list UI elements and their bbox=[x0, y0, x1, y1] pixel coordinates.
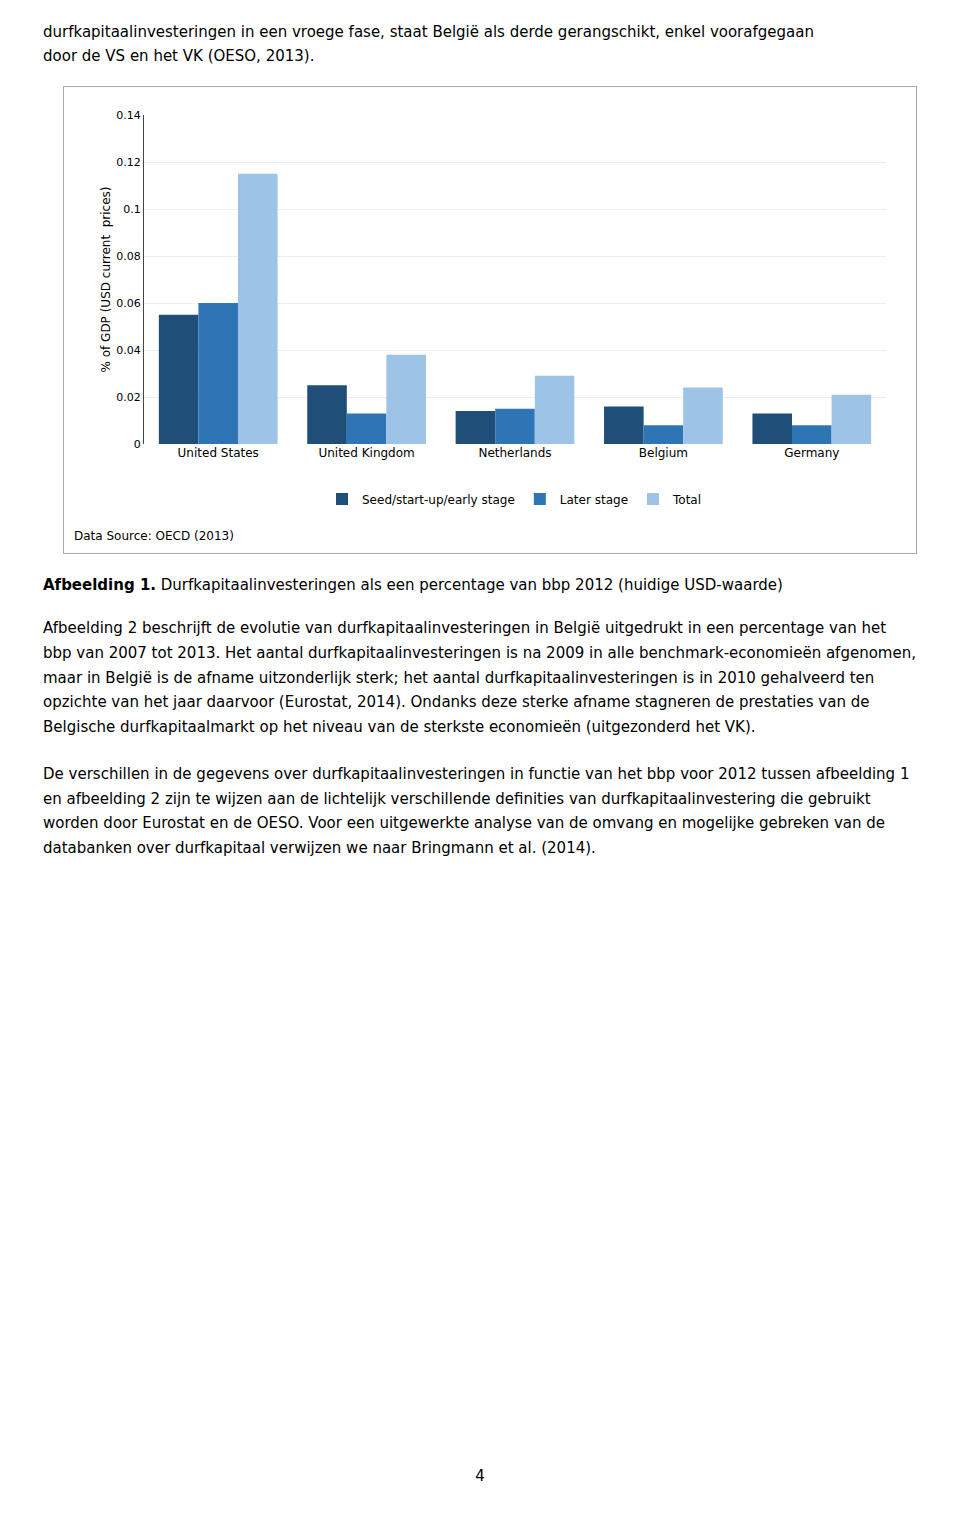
svg-text:0.08: 0.08 bbox=[116, 250, 141, 263]
svg-text:0.06: 0.06 bbox=[116, 297, 141, 310]
svg-text:Later stage: Later stage bbox=[560, 493, 628, 507]
svg-text:Netherlands: Netherlands bbox=[478, 446, 551, 460]
html-text:Data Source: OECD (2013): Data Source: OECD (2013) bbox=[74, 529, 234, 543]
svg-text:0.12: 0.12 bbox=[116, 156, 141, 169]
svg-text:Seed/start-up/early stage: Seed/start-up/early stage bbox=[362, 493, 515, 507]
svg-text:0.14: 0.14 bbox=[116, 109, 141, 122]
svg-text:Belgium: Belgium bbox=[639, 446, 688, 460]
svg-text:0.04: 0.04 bbox=[116, 344, 141, 357]
html-text:Afbeelding 1. Durfkapitaalinve: Afbeelding 1. Durfkapitaalinvesteringen … bbox=[43, 576, 783, 594]
svg-text:United States: United States bbox=[178, 446, 259, 460]
svg-text:% of GDP (USD current prices): % of GDP (USD current prices) bbox=[99, 186, 113, 372]
html-text:Afbeelding 2 beschrijft de evo: Afbeelding 2 beschrijft de evolutie van … bbox=[43, 619, 916, 736]
html-text:De verschillen in de gegevens: De verschillen in de gegevens over durfk… bbox=[43, 764, 910, 857]
html-text:4: 4 bbox=[475, 1467, 485, 1485]
svg-text:0.1: 0.1 bbox=[123, 203, 141, 216]
svg-text:Total: Total bbox=[672, 493, 701, 507]
svg-text:0.02: 0.02 bbox=[116, 391, 141, 404]
svg-text:0: 0 bbox=[134, 438, 141, 451]
svg-text:Germany: Germany bbox=[784, 446, 839, 460]
html-text:durfkapitaalinvesteringen in e: durfkapitaalinvesteringen in een vroege … bbox=[43, 23, 814, 65]
svg-text:United Kingdom: United Kingdom bbox=[318, 446, 414, 460]
